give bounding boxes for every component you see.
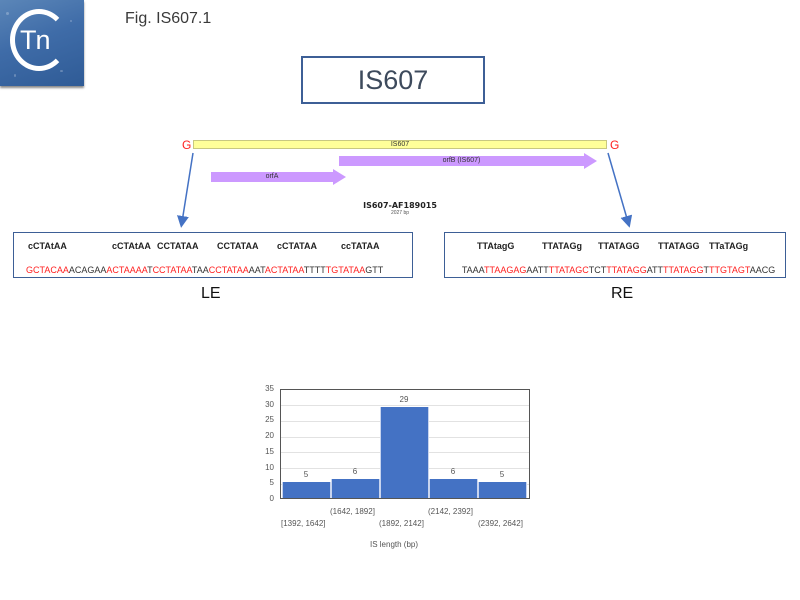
re-seq-part: TTGTAGT <box>709 265 750 275</box>
histogram-bar <box>282 482 331 498</box>
bar-value-label: 6 <box>450 467 456 476</box>
histogram-plot-area: 5 6 29 6 5 <box>280 389 530 499</box>
y-tick: 20 <box>265 431 274 441</box>
re-seq-part: AACG <box>749 265 776 275</box>
bar-value-label: 5 <box>303 470 309 479</box>
re-seq-part: AATT <box>526 265 549 275</box>
x-tick: [1392, 1642] <box>281 519 326 528</box>
re-motif: TTaTAGg <box>709 241 749 251</box>
left-end-sequence-box: cCTAtAA cCTAtAA CCTATAA CCTATAA cCTATAA … <box>13 232 413 278</box>
re-seq-part: ATT <box>646 265 664 275</box>
histogram-bar <box>331 479 380 498</box>
x-tick: (1892, 2142] <box>379 519 424 528</box>
map-length: 2027 bp <box>390 210 410 216</box>
re-seq-part: TCT <box>588 265 607 275</box>
le-motif: cCTAtAA <box>112 241 151 251</box>
logo-texture <box>14 74 16 77</box>
le-seq-part: GCTACAA <box>26 265 69 275</box>
y-tick: 0 <box>269 493 274 503</box>
le-seq-part: CCTATAA <box>208 265 249 275</box>
le-motif: cCTATAA <box>277 241 317 251</box>
re-motif: TTATAGg <box>542 241 582 251</box>
le-motif: CCTATAA <box>217 241 259 251</box>
orfA-label: orfA <box>265 173 279 180</box>
re-seq-part: TAAA <box>461 265 485 275</box>
left-end-arrow-icon <box>177 152 194 228</box>
le-seq-part: T <box>147 265 153 275</box>
logo-c-ring-icon <box>10 9 68 71</box>
le-seq-part: CCTATAA <box>152 265 192 275</box>
re-seq-part: TTATAGC <box>548 265 589 275</box>
re-motif: TTATAGG <box>598 241 640 251</box>
le-seq-part: GTT <box>365 265 384 275</box>
le-seq-part: TTTT <box>303 265 326 275</box>
le-motif: cCTAtAA <box>28 241 67 251</box>
le-motif: ccTATAA <box>341 241 380 251</box>
histogram-bar <box>380 407 429 498</box>
left-end-label: LE <box>201 285 221 302</box>
y-tick: 35 <box>265 384 274 393</box>
right-flank-base: G <box>610 138 620 152</box>
y-tick: 5 <box>269 478 274 488</box>
right-end-arrow-icon <box>607 152 633 228</box>
y-tick: 10 <box>265 462 274 472</box>
re-seq-part: TTATAGG <box>663 265 704 275</box>
histogram-bar <box>429 479 478 498</box>
y-axis: 35 30 25 20 15 10 5 0 <box>256 384 278 504</box>
page-title: IS607 <box>301 56 485 104</box>
x-axis-label: IS length (bp) <box>370 540 419 549</box>
re-seq-part: TTAAGAG <box>484 265 527 275</box>
bar-value-label: 5 <box>499 470 505 479</box>
logo-texture <box>70 20 72 22</box>
re-seq-part: TTATAGG <box>606 265 647 275</box>
y-tick: 30 <box>265 399 274 409</box>
re-seq-part: T <box>703 265 710 275</box>
orfB-label: orfB (IS607) <box>442 157 481 164</box>
histogram-bar <box>478 482 527 498</box>
tn-logo: Tn <box>0 0 84 86</box>
logo-texture <box>6 12 9 15</box>
y-tick: 15 <box>265 446 274 456</box>
le-seq-part: ACTATAA <box>264 265 304 275</box>
y-tick: 25 <box>265 415 274 425</box>
x-tick: (2142, 2392] <box>428 507 473 516</box>
le-sequence: GCTACAAACAGAAACTAAAATCCTATAATAACCTATAAAA… <box>16 255 383 285</box>
figure-label: Fig. IS607.1 <box>125 10 212 27</box>
re-motif: TTATAGG <box>658 241 700 251</box>
logo-texture <box>60 70 63 72</box>
bar-value-label: 29 <box>399 395 409 404</box>
map-name: IS607-AF189015 <box>363 201 437 210</box>
le-seq-part: ACAGAA <box>68 265 107 275</box>
orfA-arrow: orfA <box>211 169 346 185</box>
le-seq-part: AAT <box>248 265 265 275</box>
is-element-label: IS607 <box>390 141 410 148</box>
le-seq-part: ACTAAAA <box>106 265 148 275</box>
le-seq-part: TGTATAA <box>325 265 366 275</box>
le-seq-part: TAA <box>191 265 209 275</box>
right-end-sequence-box: TTAtagG TTATAGg TTATAGG TTATAGG TTaTAGg … <box>444 232 786 278</box>
bar-value-label: 6 <box>352 467 358 476</box>
right-end-label: RE <box>611 285 634 302</box>
x-tick: (1642, 1892] <box>330 507 375 516</box>
re-motif: TTAtagG <box>477 241 515 251</box>
le-motif: CCTATAA <box>157 241 199 251</box>
re-sequence: TAAATTAAGAGAATTTTATAGCTCTTTATAGGATTTTATA… <box>452 255 775 285</box>
left-flank-base: G <box>182 138 192 152</box>
gridline <box>281 405 529 407</box>
orfB-arrow: orfB (IS607) <box>339 153 597 169</box>
is-element-bar: IS607 <box>193 140 607 149</box>
x-tick: (2392, 2642] <box>478 519 523 528</box>
page-title-text: IS607 <box>357 64 429 95</box>
logo-text: Tn <box>20 25 50 55</box>
